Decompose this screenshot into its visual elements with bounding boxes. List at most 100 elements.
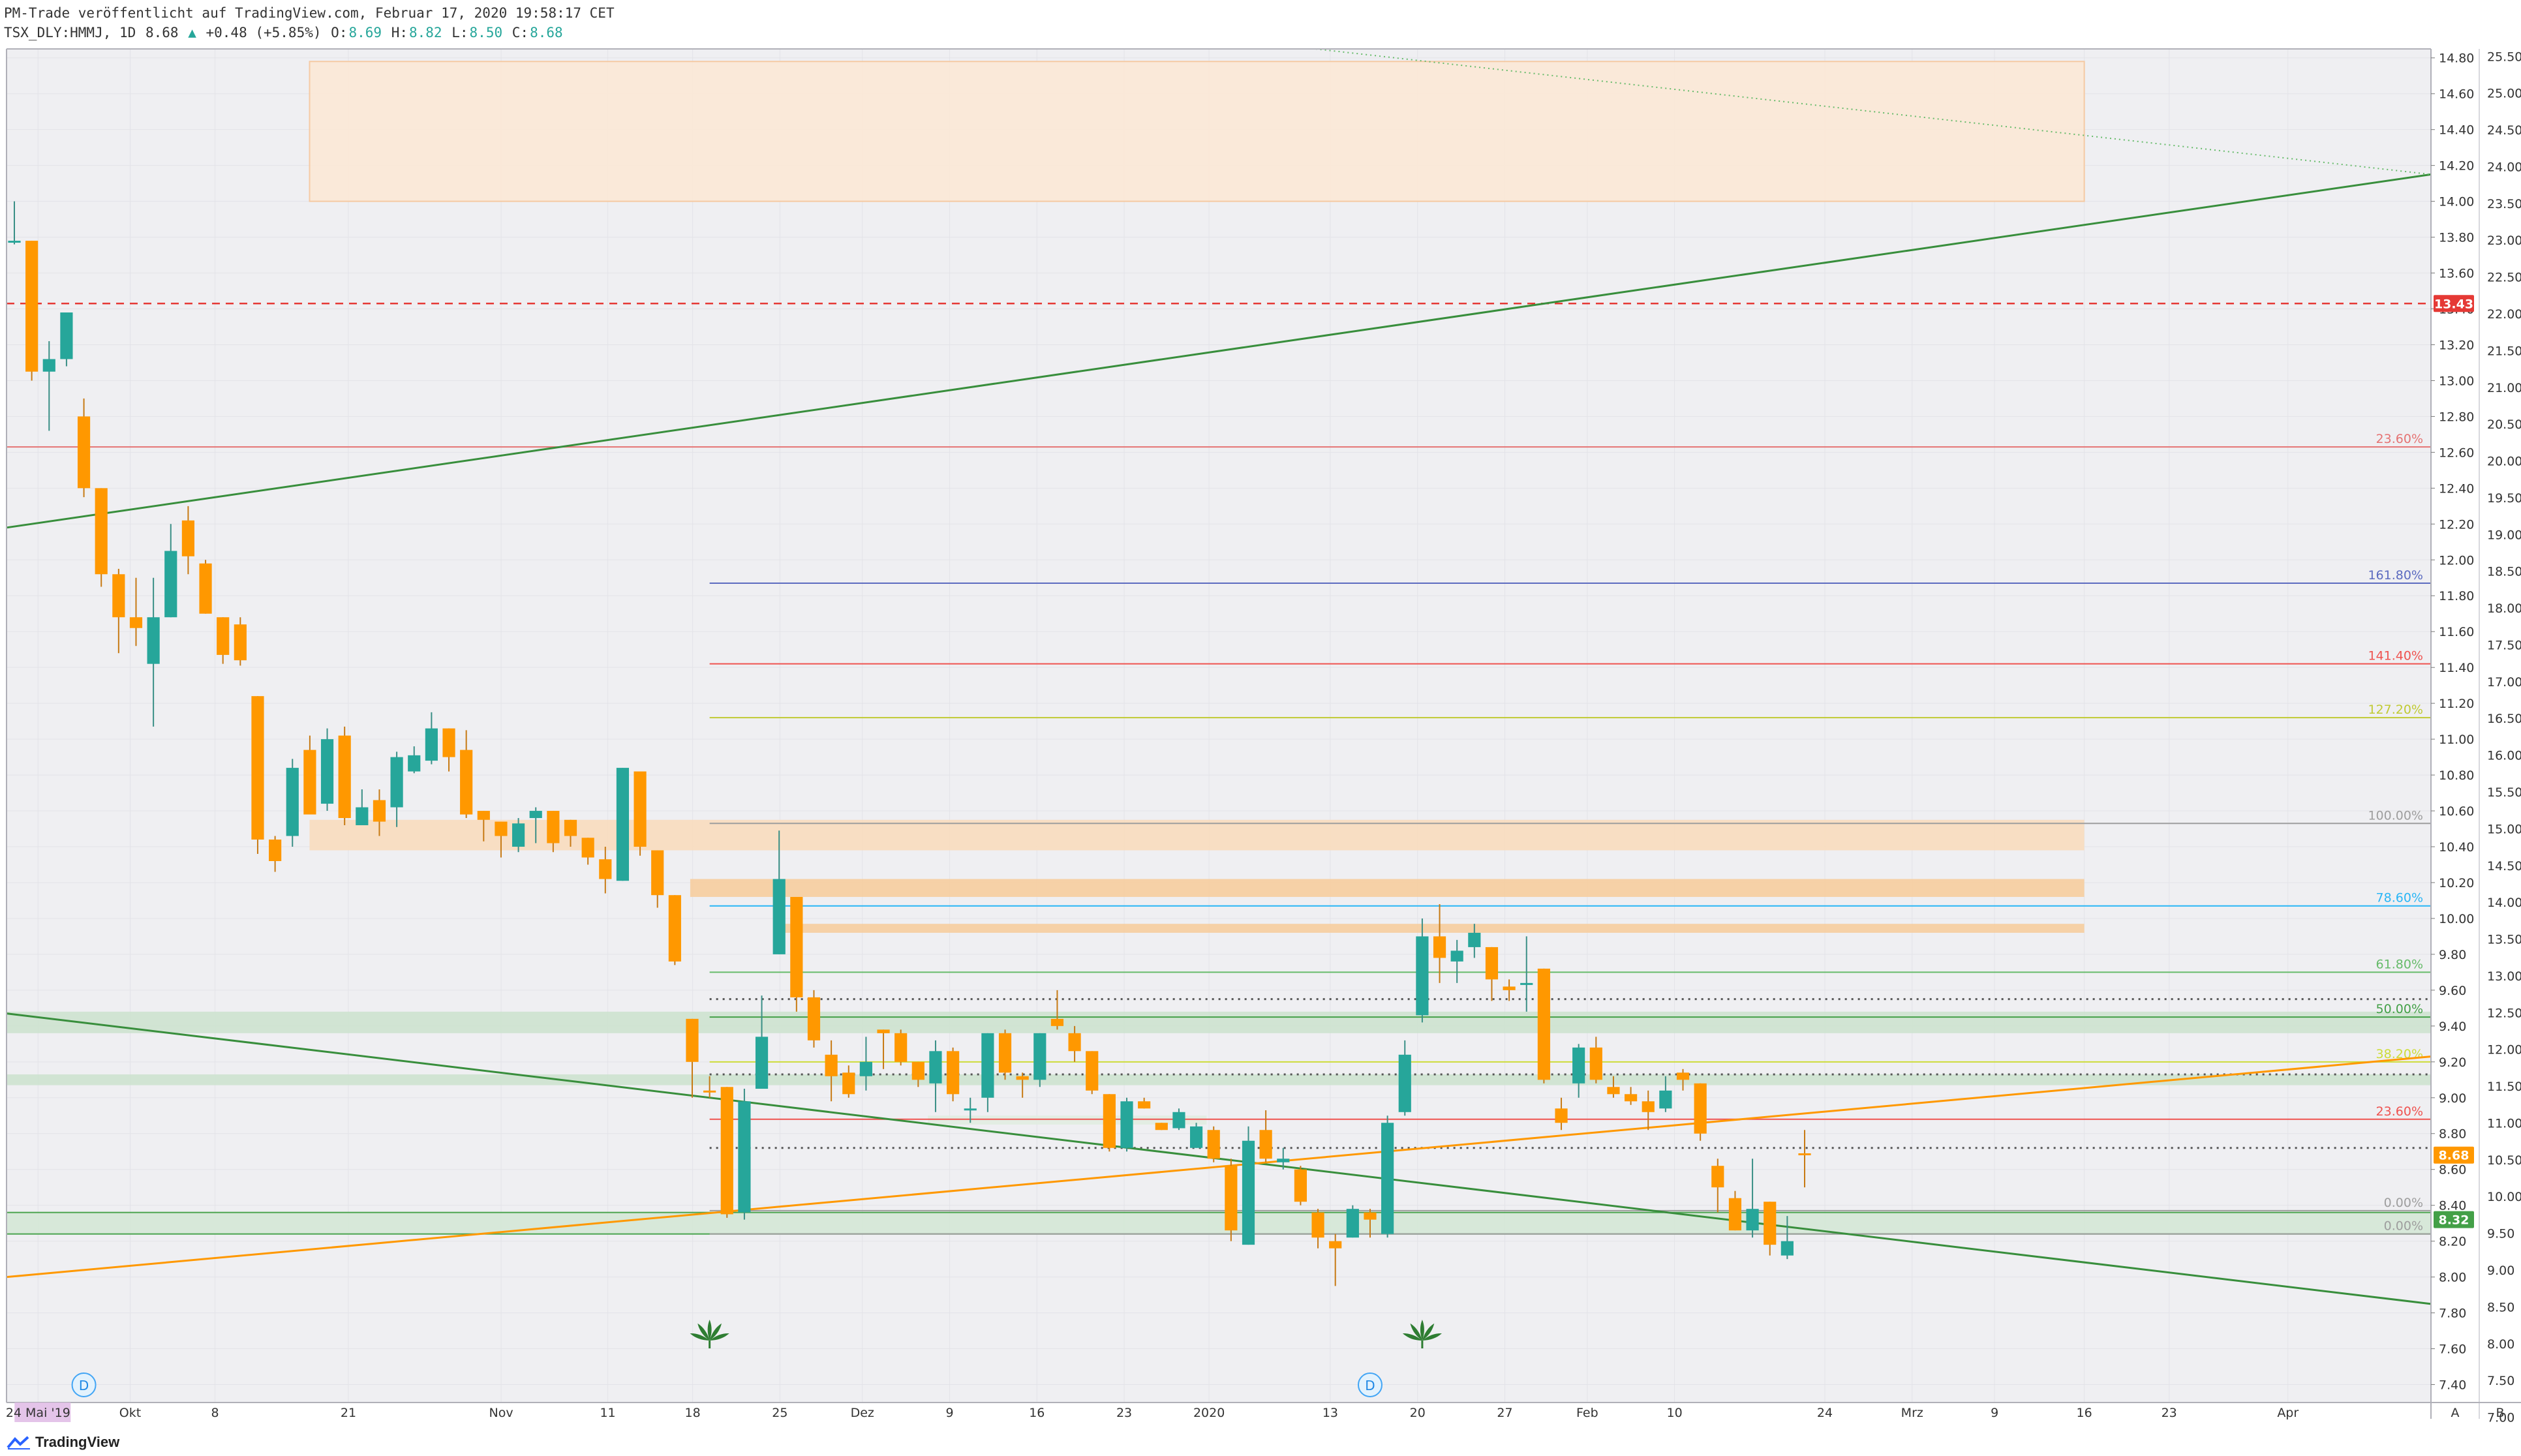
candle[interactable]: [894, 1029, 908, 1066]
candle[interactable]: [720, 1087, 733, 1218]
candle[interactable]: [859, 1037, 872, 1091]
candle[interactable]: [998, 1029, 1012, 1080]
candle[interactable]: [1485, 947, 1499, 1001]
candle[interactable]: [1294, 1166, 1307, 1206]
candle[interactable]: [1642, 1090, 1655, 1130]
candle[interactable]: [477, 811, 490, 842]
candle[interactable]: [634, 771, 647, 856]
candle[interactable]: [217, 617, 230, 664]
candle[interactable]: [77, 398, 91, 498]
candle[interactable]: [1798, 1130, 1811, 1188]
candle[interactable]: [790, 896, 803, 1012]
candle[interactable]: [564, 819, 577, 847]
candle[interactable]: [1607, 1076, 1620, 1098]
candle[interactable]: [1225, 1159, 1238, 1241]
dividend-d-icon[interactable]: [1357, 1373, 1383, 1397]
candle[interactable]: [529, 807, 542, 843]
candle[interactable]: [1468, 924, 1481, 958]
candle[interactable]: [251, 696, 264, 855]
cannabis-leaf-icon[interactable]: [690, 1320, 730, 1348]
candle[interactable]: [581, 838, 594, 865]
candle[interactable]: [8, 201, 21, 245]
tradingview-brand[interactable]: TradingView: [7, 1433, 119, 1452]
candle[interactable]: [842, 1065, 855, 1098]
candle[interactable]: [442, 728, 455, 772]
candle[interactable]: [338, 726, 351, 826]
candle[interactable]: [1155, 1123, 1168, 1130]
plot-area[interactable]: [7, 49, 2431, 1403]
candle[interactable]: [1138, 1097, 1151, 1109]
candle[interactable]: [234, 617, 247, 666]
candle[interactable]: [460, 730, 473, 819]
candle[interactable]: [356, 789, 369, 826]
candle[interactable]: [651, 850, 664, 908]
trendline-uptrend-green[interactable]: [6, 173, 2432, 529]
candle[interactable]: [1659, 1076, 1672, 1112]
candle[interactable]: [1068, 1025, 1081, 1062]
candle[interactable]: [1503, 979, 1516, 1001]
candle[interactable]: [1728, 1191, 1742, 1231]
candle[interactable]: [964, 1097, 977, 1123]
candle[interactable]: [1433, 903, 1446, 983]
candle[interactable]: [911, 1061, 924, 1087]
candle[interactable]: [1381, 1115, 1394, 1238]
candle[interactable]: [1207, 1126, 1220, 1162]
candle[interactable]: [686, 1018, 699, 1098]
candle[interactable]: [755, 995, 769, 1089]
candle[interactable]: [303, 735, 316, 815]
candle[interactable]: [1625, 1087, 1638, 1105]
candle[interactable]: [599, 847, 612, 894]
candle[interactable]: [181, 506, 194, 575]
candle[interactable]: [1450, 939, 1463, 983]
symbol-text[interactable]: TSX_DLY:HMMJ, 1D: [4, 25, 136, 40]
candle[interactable]: [807, 990, 821, 1048]
candle[interactable]: [425, 712, 438, 765]
candle[interactable]: [1172, 1108, 1185, 1130]
candle[interactable]: [1398, 1040, 1411, 1116]
price-axis-panel[interactable]: [2431, 49, 2521, 1403]
candle[interactable]: [1311, 1209, 1324, 1249]
candle[interactable]: [1764, 1202, 1777, 1256]
candle[interactable]: [1780, 1216, 1794, 1260]
candle[interactable]: [616, 768, 630, 881]
candle[interactable]: [1416, 918, 1429, 1023]
candle[interactable]: [703, 1076, 716, 1098]
candle[interactable]: [1329, 1234, 1342, 1286]
candle[interactable]: [129, 577, 143, 646]
candle[interactable]: [981, 1033, 994, 1112]
candle[interactable]: [1086, 1051, 1099, 1095]
candle[interactable]: [286, 759, 299, 847]
candle[interactable]: [947, 1047, 960, 1102]
candle[interactable]: [25, 241, 38, 381]
candle[interactable]: [1346, 1205, 1359, 1238]
candle[interactable]: [1364, 1209, 1377, 1238]
candle[interactable]: [1242, 1126, 1255, 1245]
candle[interactable]: [1033, 1033, 1047, 1087]
candle[interactable]: [772, 830, 786, 954]
candle[interactable]: [1189, 1123, 1203, 1148]
candle[interactable]: [164, 524, 177, 618]
candle[interactable]: [320, 728, 334, 811]
candle[interactable]: [1711, 1159, 1724, 1213]
candle[interactable]: [495, 821, 508, 858]
candle[interactable]: [1572, 1044, 1585, 1098]
candle[interactable]: [1589, 1037, 1602, 1084]
candle[interactable]: [269, 836, 282, 872]
candle[interactable]: [1016, 1072, 1029, 1098]
candle[interactable]: [60, 312, 73, 367]
candle[interactable]: [1555, 1097, 1568, 1130]
candle[interactable]: [1120, 1097, 1133, 1152]
candle[interactable]: [390, 751, 403, 827]
candle[interactable]: [512, 818, 525, 853]
candle[interactable]: [373, 789, 386, 836]
candle[interactable]: [42, 341, 55, 431]
cannabis-leaf-icon[interactable]: [1402, 1320, 1443, 1348]
candle[interactable]: [1103, 1094, 1116, 1152]
trendline-orange-trend[interactable]: [6, 1055, 2432, 1279]
candle[interactable]: [929, 1040, 942, 1112]
candle[interactable]: [1537, 968, 1550, 1084]
candle[interactable]: [199, 560, 212, 614]
candle[interactable]: [147, 577, 160, 727]
candle[interactable]: [408, 746, 421, 774]
